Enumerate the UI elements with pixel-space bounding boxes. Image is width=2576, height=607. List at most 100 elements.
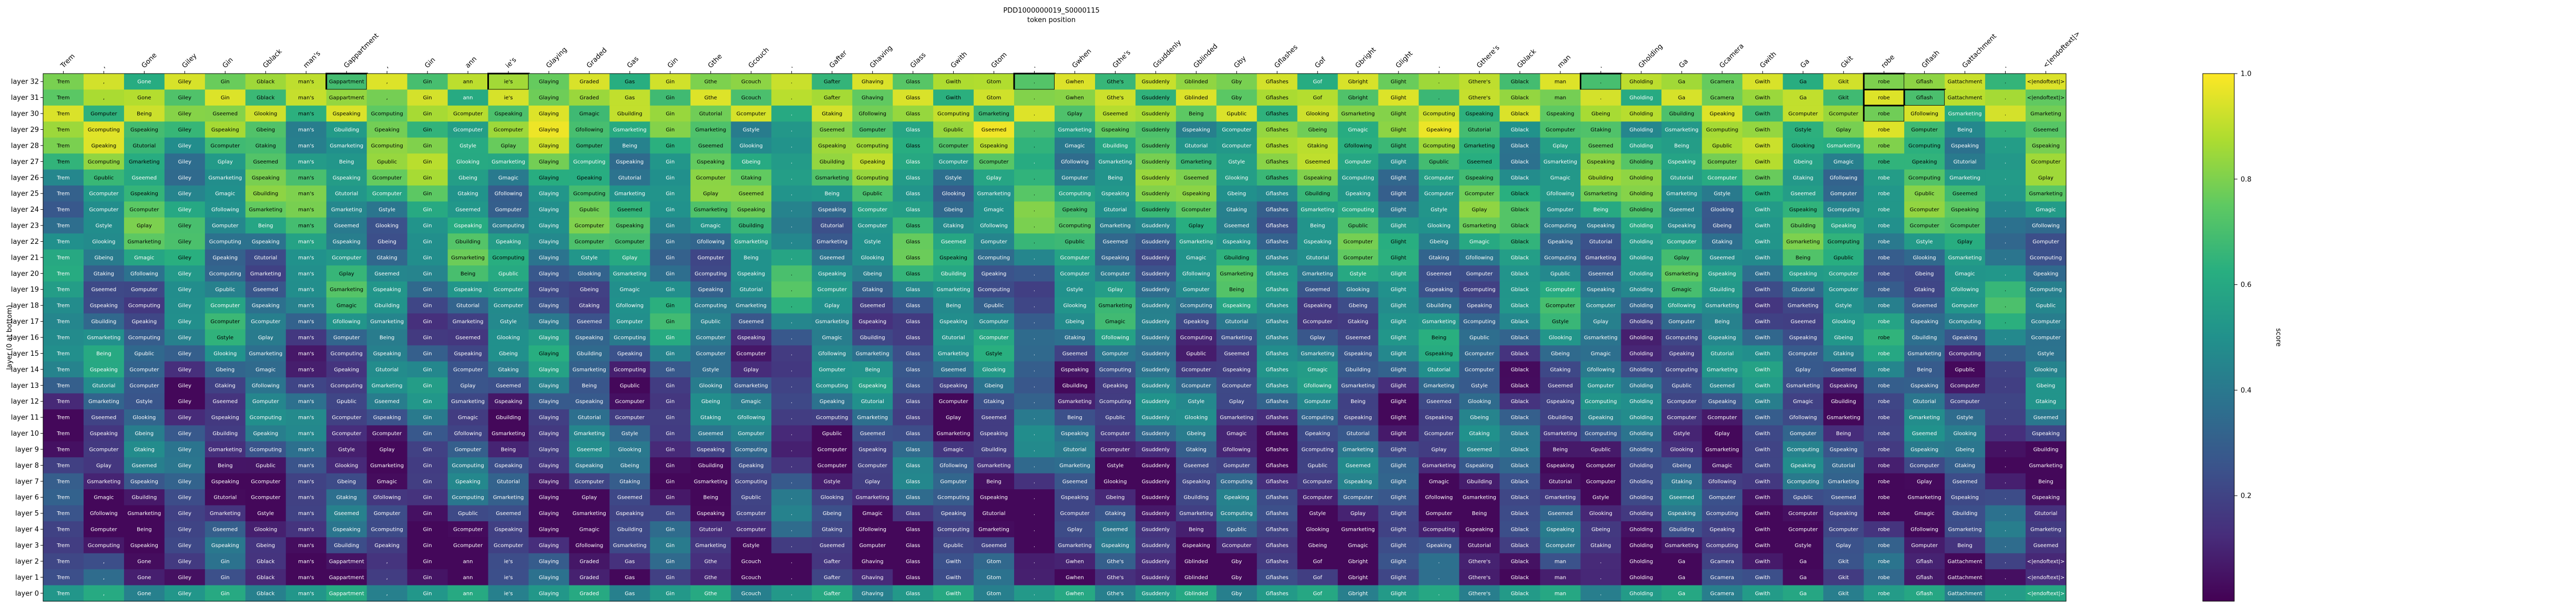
heatmap-cell	[1621, 137, 1662, 154]
heatmap-cell-label: Gby	[1231, 559, 1242, 564]
heatmap-cell-label: Gomputer	[212, 223, 239, 229]
heatmap-cell-label: Gsmarketing	[573, 367, 606, 373]
heatmap-cell	[1540, 217, 1581, 234]
heatmap-cell-label: Gwith	[1755, 287, 1770, 293]
heatmap-cell	[528, 185, 570, 202]
heatmap-cell	[2026, 169, 2067, 186]
heatmap-cell-label: Gtutorial	[821, 223, 844, 229]
heatmap-cell-label: Gin	[666, 127, 674, 133]
heatmap-cell-label: Gmagic	[579, 111, 599, 117]
heatmap-cell	[1095, 121, 1136, 138]
heatmap-cell-label: Gpublic	[1348, 223, 1368, 229]
heatmap-cell-label: .	[791, 223, 792, 229]
heatmap-cell-label: Glight	[1391, 239, 1406, 245]
heatmap-cell-label: Gbuilding	[1224, 255, 1249, 261]
heatmap-cell-label: Being	[1715, 319, 1730, 325]
heatmap-cell-label: .	[2005, 383, 2006, 389]
heatmap-cell-label: Gcomputer	[1222, 543, 1252, 549]
heatmap-cell-label: Gin	[666, 351, 674, 357]
heatmap-cell-label: Gcomputing	[209, 271, 241, 277]
heatmap-cell-label: Gcamera	[1710, 575, 1734, 581]
heatmap-cell-label: Glaying	[539, 399, 559, 405]
heatmap-cell-label: Gsmarketing	[451, 399, 485, 405]
heatmap-cell-label: Gwhen	[1066, 79, 1084, 85]
heatmap-cell	[1378, 201, 1419, 218]
heatmap-cell-label: Gholding	[1630, 223, 1653, 229]
heatmap-cell	[2026, 121, 2067, 138]
heatmap-cell	[43, 217, 84, 234]
heatmap-cell-label: Glight	[1391, 351, 1406, 357]
heatmap-cell-label: Gwith	[1755, 511, 1770, 517]
heatmap-cell-label: Gcomputing	[1423, 111, 1455, 117]
heatmap-cell-label: Gmagic	[1712, 463, 1732, 469]
heatmap-cell-label: man's	[298, 559, 314, 564]
heatmap-cell	[731, 153, 772, 170]
heatmap-cell-label: Being	[1229, 287, 1244, 293]
heatmap-cell-label: Gcomputer	[129, 383, 159, 389]
heatmap-cell-label: Gbuilding	[1183, 495, 1209, 501]
heatmap-cell-label: Gstyle	[1067, 287, 1083, 293]
heatmap-cell-label: Gbeing	[337, 479, 356, 485]
heatmap-cell-label: robe	[1878, 303, 1890, 309]
heatmap-cell-label: Glass	[906, 111, 920, 117]
heatmap-cell-label: Gpublic	[1550, 271, 1570, 277]
heatmap-cell-label: Gspeaking	[333, 527, 361, 533]
heatmap-cell	[1783, 201, 1824, 218]
heatmap-cell-label: ie's	[504, 575, 513, 581]
heatmap-cell	[447, 89, 489, 106]
heatmap-cell-label: Gspeaking	[939, 255, 967, 261]
heatmap-cell-label: Gpublic	[944, 127, 964, 133]
heatmap-cell-label: Giley	[178, 143, 191, 149]
heatmap-cell-label: Ghaving	[862, 95, 884, 101]
heatmap-cell-label: .	[2005, 111, 2006, 117]
heatmap-cell-label: Gomputer	[698, 255, 724, 261]
heatmap-cell	[812, 105, 853, 122]
heatmap-cell	[1378, 105, 1419, 122]
heatmap-cell-label: Gsmarketing	[1098, 303, 1132, 309]
heatmap-cell	[1256, 137, 1298, 154]
heatmap-cell-label: Gpeaking	[1710, 111, 1735, 117]
heatmap-cell	[1742, 121, 1783, 138]
heatmap-cell-label: .	[2005, 511, 2006, 517]
heatmap-cell-label: Gwith	[1755, 79, 1770, 85]
heatmap-cell-label: ,	[103, 591, 105, 596]
heatmap-cell-label: Gsmarketing	[1341, 527, 1375, 533]
heatmap-cell-label: Gbuilding	[91, 319, 117, 325]
heatmap-cell-label: Trem	[56, 143, 69, 149]
x-tick-label: Ga	[1678, 57, 1690, 69]
heatmap-cell-label: Gfollowing	[858, 111, 886, 117]
heatmap-cell-label: Gfollowing	[90, 511, 118, 517]
heatmap-cell-label: Gbeing	[1470, 415, 1489, 421]
y-tick-label: layer 18	[11, 302, 39, 310]
heatmap-cell-label: Gpublic	[498, 271, 518, 277]
heatmap-cell-label: Gspeaking	[939, 319, 967, 325]
heatmap-cell-label: Gholding	[1630, 431, 1653, 437]
heatmap-cell-label: Gseemed	[1791, 319, 1816, 325]
heatmap-cell-label: Gsmarketing	[734, 383, 768, 389]
heatmap-cell-label: Gbuilding	[1305, 191, 1330, 197]
heatmap-cell-label: Gcomputer	[129, 207, 159, 213]
heatmap-cell-label: Gflash	[1916, 559, 1933, 564]
heatmap-cell-label: Gsmarketing	[87, 479, 120, 485]
heatmap-cell-label: Glaying	[539, 543, 559, 549]
heatmap-cell-label: .	[791, 143, 792, 149]
heatmap-cell-label: Gspeaking	[697, 447, 724, 452]
heatmap-cell-label: Gbeing	[256, 543, 275, 549]
heatmap-cell-label: man's	[298, 143, 314, 149]
heatmap-cell-label: Gbeing	[1551, 351, 1570, 357]
heatmap-cell-label: Gomputer	[1951, 303, 1978, 309]
x-tick-label: Gcouch	[747, 46, 771, 70]
heatmap-cell-label: ie's	[504, 79, 513, 85]
heatmap-cell-label: Gin	[666, 303, 674, 309]
heatmap-cell-label: Gtaking	[134, 447, 155, 452]
heatmap-cell	[690, 185, 731, 202]
heatmap-cell-label: Gsmarketing	[1301, 351, 1334, 357]
heatmap-cell-label: Gseemed	[1588, 271, 1613, 277]
heatmap-cell-label: Gstyle	[1592, 495, 1609, 501]
heatmap-cell-label: Being	[824, 191, 839, 197]
heatmap-cell-label: Gomputer	[940, 479, 967, 485]
heatmap-cell-label: Gthe	[704, 95, 717, 101]
heatmap-cell-label: Gwhen	[1066, 95, 1084, 101]
heatmap-cell-label: Gtutorial	[1104, 207, 1127, 213]
